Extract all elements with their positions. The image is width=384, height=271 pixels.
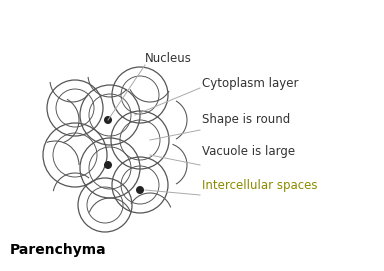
Text: Shape is round: Shape is round bbox=[202, 114, 290, 127]
Text: Nucleus: Nucleus bbox=[145, 51, 192, 64]
Text: Intercellular spaces: Intercellular spaces bbox=[202, 179, 318, 192]
Text: Cytoplasm layer: Cytoplasm layer bbox=[202, 76, 298, 89]
Circle shape bbox=[136, 186, 144, 194]
Text: Parenchyma: Parenchyma bbox=[10, 243, 107, 257]
Circle shape bbox=[104, 161, 112, 169]
Text: Vacuole is large: Vacuole is large bbox=[202, 146, 295, 159]
Circle shape bbox=[104, 116, 112, 124]
